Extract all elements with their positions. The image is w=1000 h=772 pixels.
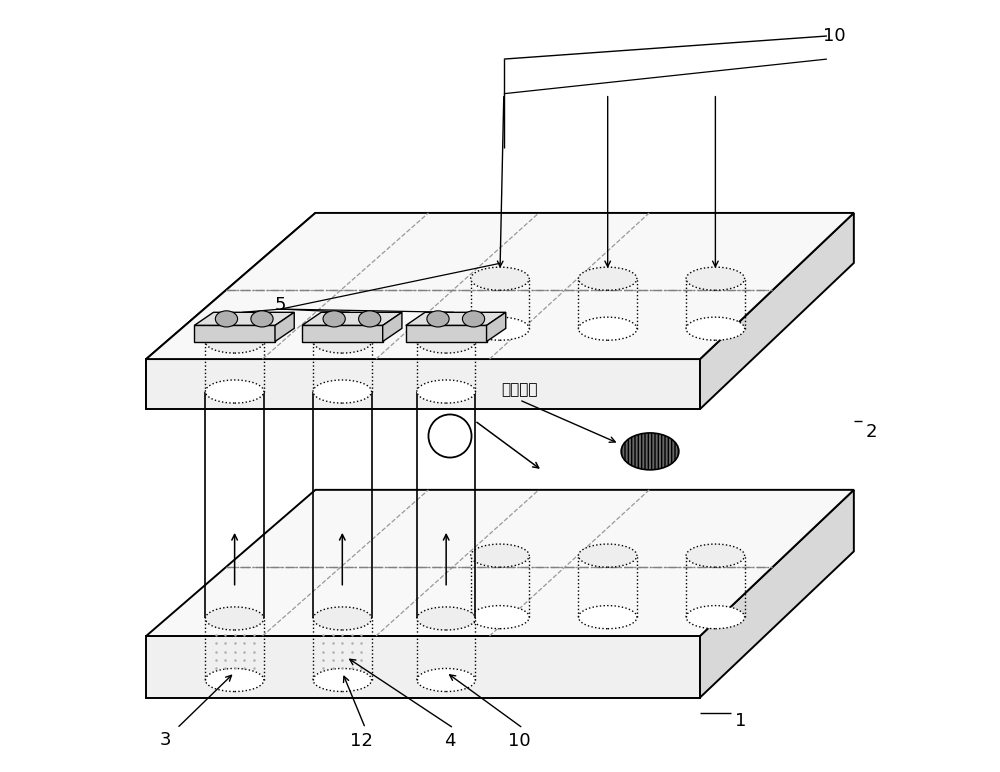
Ellipse shape — [686, 605, 745, 628]
Ellipse shape — [686, 267, 745, 290]
Ellipse shape — [471, 267, 529, 290]
Ellipse shape — [462, 311, 485, 327]
Polygon shape — [146, 213, 315, 409]
Text: 3: 3 — [160, 731, 171, 749]
Ellipse shape — [686, 544, 745, 567]
Polygon shape — [146, 490, 854, 636]
Polygon shape — [406, 313, 506, 326]
Ellipse shape — [417, 607, 475, 630]
Ellipse shape — [313, 330, 372, 353]
Polygon shape — [700, 213, 854, 409]
Text: 耦合噪声: 耦合噪声 — [501, 382, 537, 398]
Ellipse shape — [205, 380, 264, 403]
Text: 12: 12 — [350, 733, 373, 750]
Text: 1: 1 — [735, 712, 746, 730]
Ellipse shape — [578, 605, 637, 628]
Text: 5: 5 — [275, 296, 287, 314]
Polygon shape — [383, 313, 402, 341]
Ellipse shape — [471, 605, 529, 628]
Polygon shape — [146, 636, 700, 698]
Ellipse shape — [578, 544, 637, 567]
Ellipse shape — [471, 317, 529, 340]
Polygon shape — [406, 326, 487, 341]
Ellipse shape — [215, 311, 238, 327]
Ellipse shape — [621, 433, 679, 470]
Polygon shape — [194, 313, 294, 326]
Polygon shape — [275, 313, 294, 341]
Ellipse shape — [578, 317, 637, 340]
Ellipse shape — [251, 311, 273, 327]
Text: 2: 2 — [865, 423, 877, 441]
Polygon shape — [146, 213, 854, 359]
Ellipse shape — [323, 311, 345, 327]
Ellipse shape — [417, 669, 475, 692]
Text: 10: 10 — [508, 733, 531, 750]
Ellipse shape — [313, 380, 372, 403]
Ellipse shape — [205, 330, 264, 353]
Ellipse shape — [427, 311, 449, 327]
Polygon shape — [700, 490, 854, 698]
Ellipse shape — [313, 669, 372, 692]
Polygon shape — [302, 326, 383, 341]
Polygon shape — [194, 326, 275, 341]
Ellipse shape — [205, 669, 264, 692]
Polygon shape — [302, 313, 402, 326]
Ellipse shape — [417, 330, 475, 353]
Text: 10: 10 — [823, 27, 846, 45]
Polygon shape — [487, 313, 506, 341]
Polygon shape — [146, 359, 700, 409]
Ellipse shape — [686, 317, 745, 340]
Ellipse shape — [359, 311, 381, 327]
Ellipse shape — [578, 267, 637, 290]
Text: 4: 4 — [444, 733, 456, 750]
Ellipse shape — [417, 380, 475, 403]
Ellipse shape — [428, 415, 472, 458]
Ellipse shape — [205, 607, 264, 630]
Ellipse shape — [471, 544, 529, 567]
Ellipse shape — [313, 607, 372, 630]
